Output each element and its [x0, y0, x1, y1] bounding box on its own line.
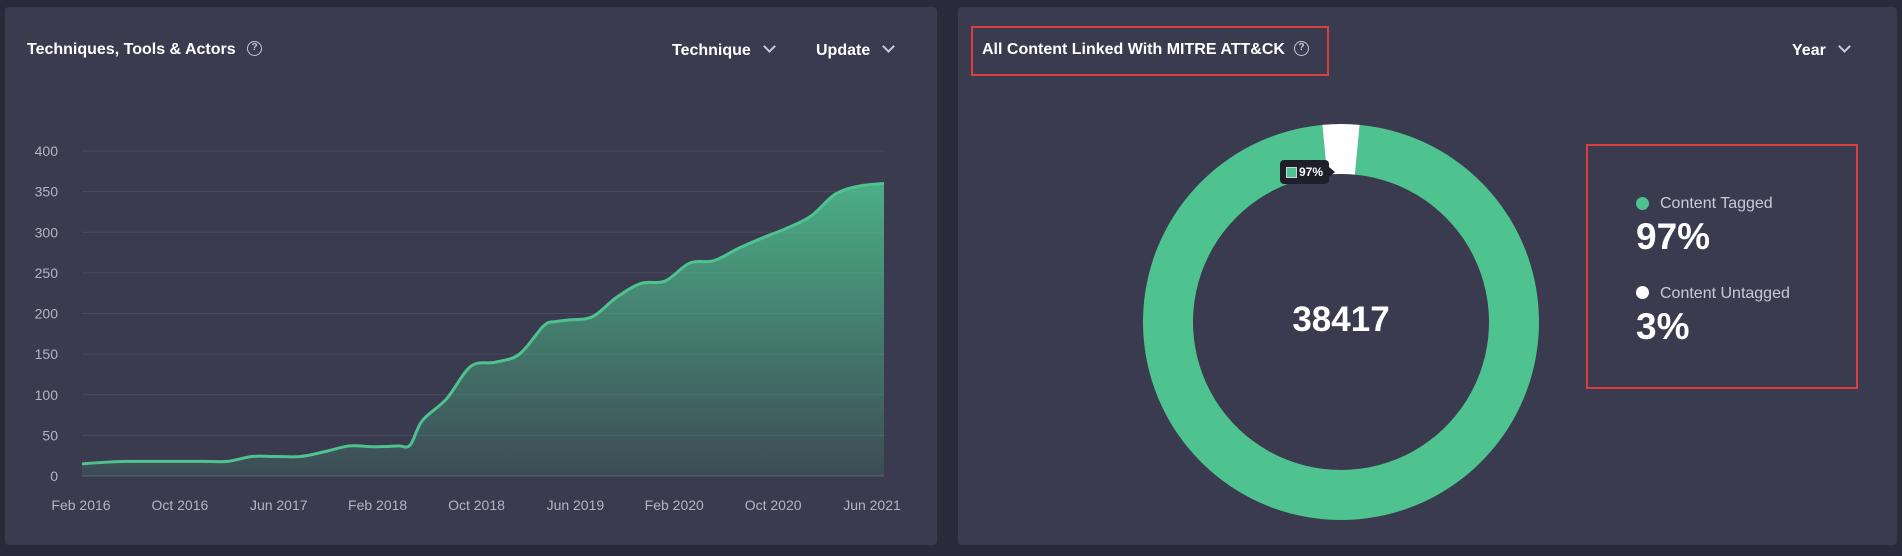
question-circle-icon[interactable]: ? — [1294, 41, 1309, 56]
y-tick-label: 150 — [35, 346, 59, 362]
series-line — [81, 182, 885, 466]
y-tick-label: 100 — [35, 387, 59, 403]
update-dropdown-label: Update — [816, 42, 871, 59]
year-dropdown[interactable]: Year — [1792, 40, 1851, 60]
tooltip-swatch — [1286, 167, 1297, 178]
y-tick-label: 200 — [35, 306, 59, 322]
x-tick-label: Oct 2018 — [448, 497, 505, 513]
x-tick-label: Feb 2016 — [51, 497, 110, 513]
legend-value-tagged: 97% — [1636, 216, 1711, 257]
x-tick-label: Jun 2017 — [250, 497, 308, 513]
donut-slice-untagged[interactable] — [1322, 124, 1360, 175]
y-tick-label: 250 — [35, 265, 59, 281]
donut-tooltip: 97% — [1280, 160, 1336, 184]
x-tick-label: Oct 2020 — [745, 497, 802, 513]
x-tick-label: Jun 2021 — [843, 497, 901, 513]
techniques-title: Techniques, Tools & Actors — [27, 41, 236, 58]
legend-dot-untagged — [1636, 286, 1649, 299]
tooltip-value: 97% — [1299, 165, 1324, 179]
area-fill — [82, 183, 884, 476]
x-tick-label: Jun 2019 — [547, 497, 605, 513]
y-tick-label: 50 — [42, 427, 58, 443]
legend-label-untagged: Content Untagged — [1660, 285, 1790, 302]
y-tick-label: 0 — [50, 468, 58, 484]
legend-label-tagged: Content Tagged — [1660, 195, 1773, 212]
technique-dropdown-label: Technique — [672, 42, 751, 59]
legend-highlight-box — [1586, 144, 1858, 389]
question-circle-icon[interactable]: ? — [247, 41, 262, 56]
title-highlight-box — [971, 26, 1329, 76]
x-tick-label: Feb 2020 — [645, 497, 704, 513]
x-tick-label: Oct 2016 — [151, 497, 208, 513]
y-tick-label: 400 — [35, 143, 59, 159]
x-tick-label: Feb 2018 — [348, 497, 407, 513]
legend-dot-tagged — [1636, 197, 1649, 210]
y-tick-label: 300 — [35, 224, 59, 240]
update-dropdown[interactable]: Update — [816, 40, 896, 60]
donut-total: 38417 — [1292, 300, 1390, 339]
legend-value-untagged: 3% — [1636, 306, 1690, 347]
technique-dropdown[interactable]: Technique — [672, 40, 776, 60]
year-dropdown-label: Year — [1792, 42, 1826, 59]
y-tick-label: 350 — [35, 184, 59, 200]
mitre-title: All Content Linked With MITRE ATT&CK — [982, 41, 1285, 58]
